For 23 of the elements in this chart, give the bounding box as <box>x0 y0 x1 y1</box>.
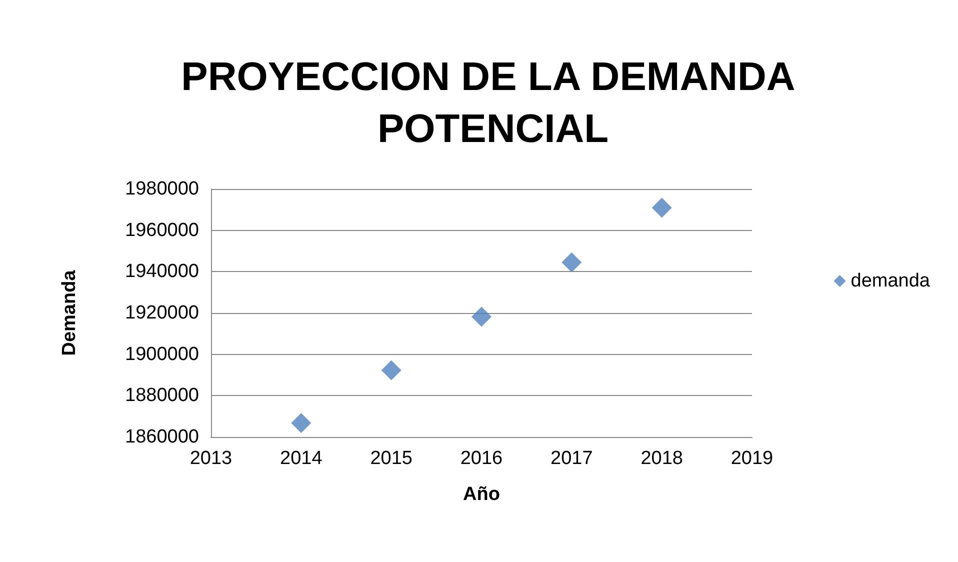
point <box>381 360 402 380</box>
y-tick-label: 1860000 <box>125 426 199 448</box>
x-tick-label: 2015 <box>370 448 412 469</box>
x-tick-label: 2019 <box>730 448 774 469</box>
y-tick-label: 1960000 <box>125 220 199 241</box>
point <box>562 252 582 272</box>
x-axis-title: Año <box>463 484 500 505</box>
x-tick-label: 2017 <box>550 448 593 469</box>
y-axis-title: Demanda <box>59 270 80 356</box>
y-tick-label: 1900000 <box>125 344 199 365</box>
legend-label: demanda <box>850 270 930 292</box>
x-tick-label: 2014 <box>280 448 323 469</box>
y-tick-label: 1880000 <box>125 385 199 406</box>
point <box>652 198 672 218</box>
point <box>291 412 312 433</box>
y-tick-label: 1940000 <box>125 261 199 282</box>
x-tick-label: 2013 <box>190 448 232 469</box>
x-tick-label: 2018 <box>640 448 683 469</box>
x-tick-label: 2016 <box>460 448 503 469</box>
chart-title: PROYECCION DE LA DEMANDA POTENCIAL <box>181 55 805 151</box>
y-tick-label: 1980000 <box>125 178 199 200</box>
point <box>472 306 492 327</box>
y-tick-label: 1920000 <box>125 302 199 324</box>
